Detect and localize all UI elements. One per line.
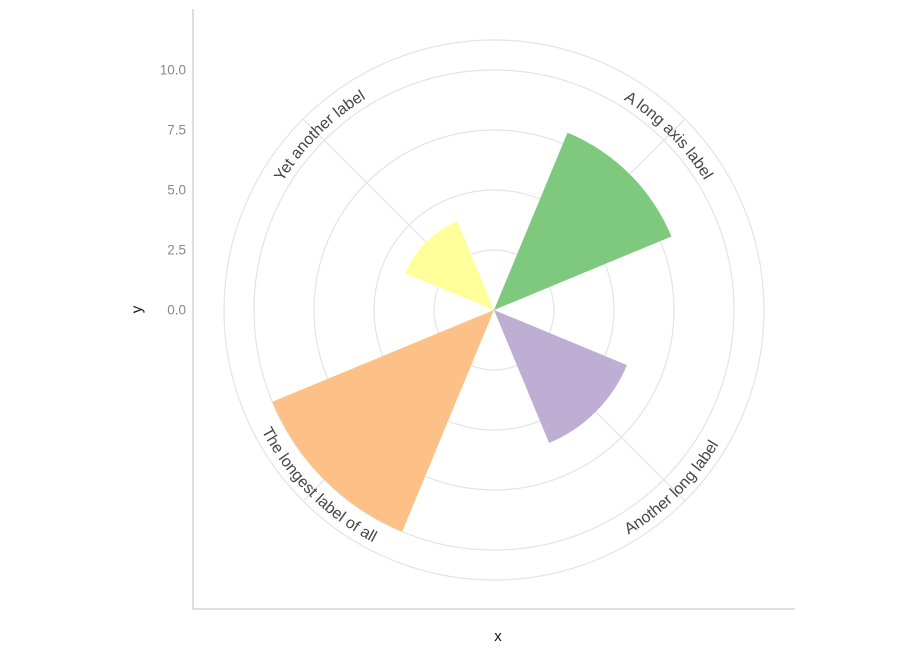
grid-circle <box>253 69 735 551</box>
r-tick-label: 2.5 <box>167 243 186 258</box>
r-tick-label: 7.5 <box>167 123 186 138</box>
grid-circle <box>433 249 555 371</box>
grid-circle <box>313 129 675 491</box>
wedge-4 <box>405 221 494 310</box>
grid-circle <box>373 189 615 431</box>
x-axis-title: x <box>494 628 502 645</box>
r-tick-label: 5.0 <box>167 183 186 198</box>
grid-circle <box>223 39 765 581</box>
wedge-3 <box>272 310 494 532</box>
wedge-1 <box>494 132 672 310</box>
r-tick-label: 0.0 <box>167 303 186 318</box>
wedge-2 <box>494 310 627 443</box>
r-tick-label: 10.0 <box>160 63 186 78</box>
y-axis-title: y <box>128 305 146 314</box>
